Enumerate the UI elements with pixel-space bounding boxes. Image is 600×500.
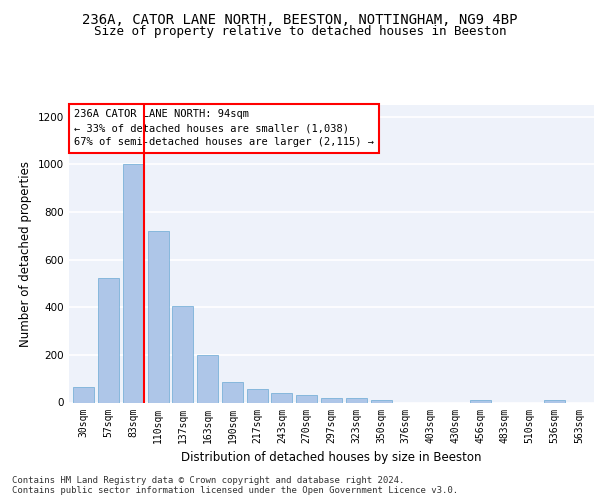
Bar <box>172 306 193 402</box>
Bar <box>148 231 169 402</box>
Bar <box>321 398 342 402</box>
Bar <box>371 400 392 402</box>
Text: Contains HM Land Registry data © Crown copyright and database right 2024.
Contai: Contains HM Land Registry data © Crown c… <box>12 476 458 495</box>
Bar <box>470 400 491 402</box>
Bar <box>346 398 367 402</box>
Text: Size of property relative to detached houses in Beeston: Size of property relative to detached ho… <box>94 25 506 38</box>
Text: 236A, CATOR LANE NORTH, BEESTON, NOTTINGHAM, NG9 4BP: 236A, CATOR LANE NORTH, BEESTON, NOTTING… <box>82 12 518 26</box>
Y-axis label: Number of detached properties: Number of detached properties <box>19 161 32 347</box>
Bar <box>73 387 94 402</box>
Text: 236A CATOR LANE NORTH: 94sqm
← 33% of detached houses are smaller (1,038)
67% of: 236A CATOR LANE NORTH: 94sqm ← 33% of de… <box>74 110 374 148</box>
Bar <box>271 393 292 402</box>
Bar <box>98 278 119 402</box>
Bar <box>247 388 268 402</box>
Bar <box>296 395 317 402</box>
Bar <box>123 164 144 402</box>
Bar <box>197 356 218 403</box>
Bar <box>222 382 243 402</box>
X-axis label: Distribution of detached houses by size in Beeston: Distribution of detached houses by size … <box>181 451 482 464</box>
Bar <box>544 400 565 402</box>
